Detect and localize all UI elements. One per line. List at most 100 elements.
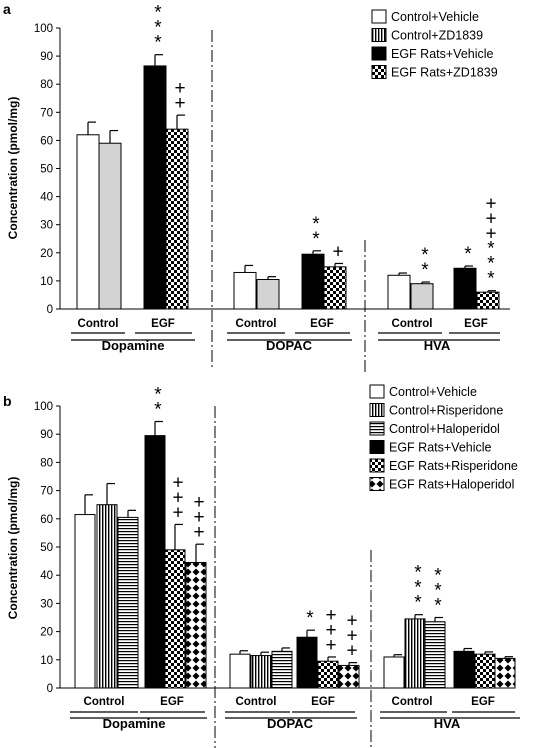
y-tick-label: 90 xyxy=(40,429,53,441)
legend-swatch xyxy=(369,458,385,473)
y-tick-label: 40 xyxy=(40,192,53,204)
significance-mark: + xyxy=(174,78,185,99)
significance-mark: + xyxy=(174,93,185,114)
significance-mark: * xyxy=(154,33,162,54)
bar xyxy=(476,291,500,310)
significance-mark: + xyxy=(346,611,357,632)
bar xyxy=(323,266,347,310)
group-label: HVA xyxy=(424,338,451,353)
legend-label: Control+Risperidone xyxy=(389,404,503,418)
subgroup-label: Control xyxy=(236,318,277,330)
y-tick-label: 80 xyxy=(40,457,53,469)
y-tick-label: 60 xyxy=(40,514,53,526)
significance-mark: * xyxy=(414,563,422,584)
bar xyxy=(185,562,207,689)
legend-label: Control+Vehicle xyxy=(389,385,477,399)
y-tick-label: 10 xyxy=(40,276,53,288)
significance-mark: + xyxy=(346,641,357,662)
legend-swatch xyxy=(369,421,385,436)
subgroup-label: Control xyxy=(392,696,433,708)
bar xyxy=(301,253,325,310)
significance-mark: + xyxy=(193,522,204,543)
subgroup-label: Control xyxy=(84,696,125,708)
y-tick-label: 10 xyxy=(40,655,53,667)
bar xyxy=(256,278,280,310)
y-tick-label: 80 xyxy=(40,79,53,91)
subgroup-label: EGF xyxy=(471,696,495,708)
significance-mark: + xyxy=(172,472,183,493)
bar xyxy=(383,656,405,689)
bar xyxy=(338,664,360,689)
subgroup-label: Control xyxy=(78,318,119,330)
legend-label: Control+ZD1839 xyxy=(391,29,483,43)
subgroup-label: EGF xyxy=(464,318,488,330)
y-tick-label: 30 xyxy=(40,220,53,232)
significance-mark: * xyxy=(154,18,162,39)
significance-mark: + xyxy=(193,492,204,513)
bar xyxy=(453,650,475,689)
y-axis-label-a: Concentration (pmol/mg) xyxy=(6,97,20,240)
significance-mark: + xyxy=(172,487,183,508)
legend-swatch xyxy=(369,477,385,491)
legend-label: EGF Rats+ZD1839 xyxy=(391,66,498,80)
group-label: HVA xyxy=(434,716,461,731)
y-tick-label: 0 xyxy=(47,304,53,316)
significance-mark: + xyxy=(325,620,336,641)
subgroup-label: Control xyxy=(392,318,433,330)
y-tick-label: 60 xyxy=(40,135,53,147)
group-label: DOPAC xyxy=(267,716,314,731)
significance-mark: * xyxy=(421,245,429,266)
bar xyxy=(96,504,118,689)
y-tick-label: 70 xyxy=(40,486,53,498)
legend-swatch xyxy=(371,9,387,24)
significance-mark: * xyxy=(434,596,442,617)
legend-swatch xyxy=(369,403,385,417)
bar xyxy=(271,650,293,689)
bar xyxy=(250,655,272,689)
legend-swatch xyxy=(369,440,385,454)
significance-mark: + xyxy=(332,241,343,262)
panel-label-a: a xyxy=(3,1,11,17)
y-tick-label: 30 xyxy=(40,598,53,610)
y-tick-label: 20 xyxy=(40,627,53,639)
significance-mark: * xyxy=(487,269,495,290)
legend-label: EGF Rats+Vehicle xyxy=(389,441,492,455)
significance-mark: + xyxy=(485,194,496,215)
significance-mark: * xyxy=(464,244,472,265)
bar xyxy=(229,653,251,689)
significance-mark: + xyxy=(346,626,357,647)
bar xyxy=(74,514,96,689)
legend-label: Control+Vehicle xyxy=(391,10,479,24)
bar xyxy=(453,267,477,310)
subgroup-label: EGF xyxy=(151,318,175,330)
y-tick-label: 0 xyxy=(47,683,53,695)
subgroup-label: Control xyxy=(236,696,277,708)
legend-swatch xyxy=(371,28,387,42)
y-tick-label: 70 xyxy=(40,107,53,119)
significance-mark: * xyxy=(312,229,320,250)
y-tick-label: 100 xyxy=(34,401,53,413)
significance-mark: + xyxy=(193,507,204,528)
significance-mark: + xyxy=(325,635,336,656)
significance-mark: * xyxy=(487,254,495,275)
legend-swatch xyxy=(369,384,385,399)
y-tick-label: 40 xyxy=(40,570,53,582)
bar xyxy=(317,660,339,689)
bar xyxy=(98,142,122,310)
significance-mark: * xyxy=(306,608,314,629)
bar xyxy=(296,636,318,689)
bar xyxy=(143,65,167,310)
bar xyxy=(404,618,426,689)
bar xyxy=(144,435,166,689)
panel-label-b: b xyxy=(3,393,12,409)
group-label: DOPAC xyxy=(266,338,313,353)
significance-mark: * xyxy=(487,239,495,260)
significance-mark: * xyxy=(312,214,320,235)
y-tick-label: 20 xyxy=(40,248,53,260)
significance-mark: * xyxy=(414,578,422,599)
significance-mark: * xyxy=(434,581,442,602)
significance-mark: + xyxy=(485,224,496,245)
bar xyxy=(76,134,100,310)
significance-mark: + xyxy=(172,502,183,523)
